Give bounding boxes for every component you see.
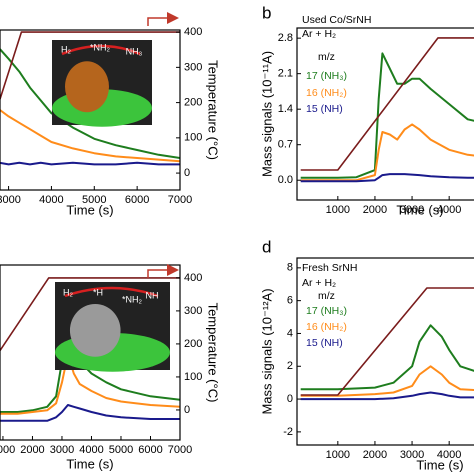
axes-frame [296, 27, 474, 201]
legend-entry: 17 (NH₃) [306, 305, 347, 317]
y2-tick-label: 300 [184, 305, 202, 317]
legend-entry: 17 (NH₃) [306, 70, 347, 82]
y2-axis-label: Temperature (°C) [206, 60, 221, 160]
y2-tick-label: 300 [184, 61, 202, 73]
inset-arrow [64, 286, 159, 298]
x-tick-label: 3000 [50, 444, 74, 456]
inset-label: *NH₂ [122, 294, 143, 304]
temperature-line [0, 277, 180, 351]
y-tick-label: 8 [287, 262, 293, 274]
inset-label: H₂ [61, 44, 71, 54]
axis-arrow [147, 264, 179, 278]
y-tick-label: -2 [283, 426, 293, 438]
x-tick-label: 1000 [326, 204, 350, 216]
y2-tick-label: 0 [184, 167, 190, 179]
x-tick-label: 4000 [79, 444, 103, 456]
y-tick-label: 0 [287, 393, 293, 405]
plot-area [300, 37, 474, 183]
signal-line [300, 123, 474, 182]
x-tick-label: 6000 [125, 194, 149, 206]
annotation: Used Co/SrNH [302, 14, 371, 26]
legend-entry: 15 (NH) [306, 103, 343, 115]
legend-title: m/z [318, 51, 335, 63]
legend-entry: 16 (NH₂) [306, 321, 347, 333]
x-axis-label: Time (s) [66, 456, 113, 471]
plot-area [300, 287, 474, 401]
y-axis-label: Mass signals (10⁻¹¹A) [259, 51, 274, 177]
panel-label: b [262, 3, 271, 22]
x-tick-label: 1000 [0, 444, 15, 456]
y-tick-label: 1.4 [278, 103, 293, 115]
y2-tick-label: 400 [184, 272, 202, 284]
axes-frame [296, 257, 474, 446]
signal-line [0, 109, 180, 163]
x-tick-label: 2000 [363, 449, 387, 461]
y-tick-label: 2.1 [278, 68, 293, 80]
x-tick-label: 4000 [437, 449, 461, 461]
signal-line [300, 391, 474, 401]
annotation: Ar + H₂ [302, 277, 336, 289]
inset-label: NH₃ [126, 46, 143, 56]
axis-arrow [147, 12, 179, 26]
legend-entry: 16 (NH₂) [306, 87, 347, 99]
signal-line [0, 404, 180, 422]
axes-frame [0, 264, 181, 441]
y-tick-label: 4 [287, 327, 293, 339]
x-axis-label: Time (s) [66, 202, 113, 217]
x-tick-label: 3000 [400, 449, 424, 461]
panel-label: d [262, 237, 271, 256]
signal-line [300, 324, 474, 391]
y2-tick-label: 100 [184, 132, 202, 144]
annotation: Ar + H₂ [302, 28, 336, 40]
y2-axis-label: Temperature (°C) [206, 303, 221, 403]
x-tick-label: 4000 [39, 194, 63, 206]
signal-line [0, 161, 180, 166]
inset-label: NH [146, 290, 159, 300]
inset-label: H₂ [63, 287, 73, 297]
signal-line [300, 365, 474, 397]
x-axis-label: Time (s) [416, 457, 463, 472]
y2-tick-label: 100 [184, 371, 202, 383]
x-tick-label: 2000 [20, 444, 44, 456]
axes-frame [0, 29, 181, 191]
signal-line [300, 173, 474, 183]
y2-tick-label: 0 [184, 404, 190, 416]
signal-line [300, 52, 474, 179]
legend-entry: 15 (NH) [306, 337, 343, 349]
annotation: Fresh SrNH [302, 262, 357, 274]
y2-tick-label: 200 [184, 338, 202, 350]
x-tick-label: 4000 [437, 204, 461, 216]
inset-arrow [61, 44, 141, 56]
y-tick-label: 2 [287, 360, 293, 372]
inset-label: *H [93, 287, 103, 297]
temperature-line [300, 287, 474, 396]
legend-title: m/z [318, 290, 335, 302]
y-tick-label: 6 [287, 295, 293, 307]
x-tick-label: 1000 [326, 449, 350, 461]
x-tick-label: 5000 [82, 194, 106, 206]
inset-label: *NH₂ [90, 42, 111, 52]
y-tick-label: 2.8 [278, 32, 293, 44]
y-tick-label: 0.0 [278, 174, 293, 186]
inset-cluster [65, 61, 109, 113]
x-tick-label: 6000 [138, 444, 162, 456]
x-tick-label: 3000 [0, 194, 21, 206]
x-tick-label: 2000 [363, 204, 387, 216]
x-tick-label: 3000 [400, 204, 424, 216]
temperature-line [300, 37, 474, 171]
y-axis-label: Mass signals (10⁻¹²A) [259, 288, 274, 414]
x-tick-label: 7000 [168, 444, 192, 456]
x-axis-label: Time (s) [396, 202, 443, 217]
y2-tick-label: 400 [184, 26, 202, 38]
inset-cluster [69, 304, 121, 357]
y2-tick-label: 200 [184, 97, 202, 109]
x-tick-label: 5000 [109, 444, 133, 456]
x-tick-label: 7000 [168, 194, 192, 206]
y-tick-label: 0.7 [278, 139, 293, 151]
temperature-line [0, 31, 180, 100]
